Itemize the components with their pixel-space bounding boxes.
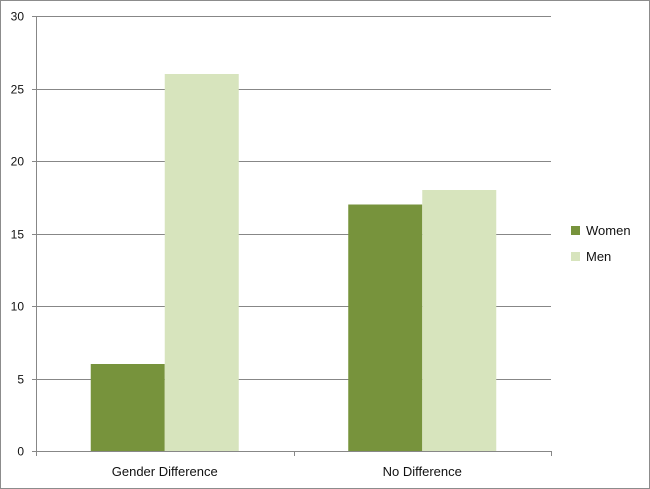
- bars: [90, 74, 497, 451]
- y-tick-label: 10: [11, 300, 25, 314]
- x-category-label: No Difference: [383, 464, 462, 479]
- y-tick-label: 15: [11, 228, 25, 242]
- legend-label-women: Women: [586, 223, 631, 238]
- x-category-label: Gender Difference: [112, 464, 218, 479]
- y-tick-label: 5: [17, 373, 24, 387]
- bar-men-no-difference: [422, 190, 497, 451]
- legend-swatch-men: [571, 252, 580, 261]
- legend-label-men: Men: [586, 249, 611, 264]
- x-axis: Gender Difference No Difference: [36, 451, 552, 479]
- y-axis: 0 5 10 15 20 25 30: [11, 10, 37, 459]
- legend-swatch-women: [571, 226, 580, 235]
- y-tick-label: 30: [11, 10, 25, 24]
- bar-women-gender-difference: [90, 364, 165, 451]
- legend: Women Men: [571, 223, 631, 264]
- y-tick-label: 25: [11, 83, 25, 97]
- bar-women-no-difference: [348, 204, 423, 451]
- bar-men-gender-difference: [164, 74, 239, 451]
- y-tick-label: 0: [17, 445, 24, 459]
- y-tick-label: 20: [11, 155, 25, 169]
